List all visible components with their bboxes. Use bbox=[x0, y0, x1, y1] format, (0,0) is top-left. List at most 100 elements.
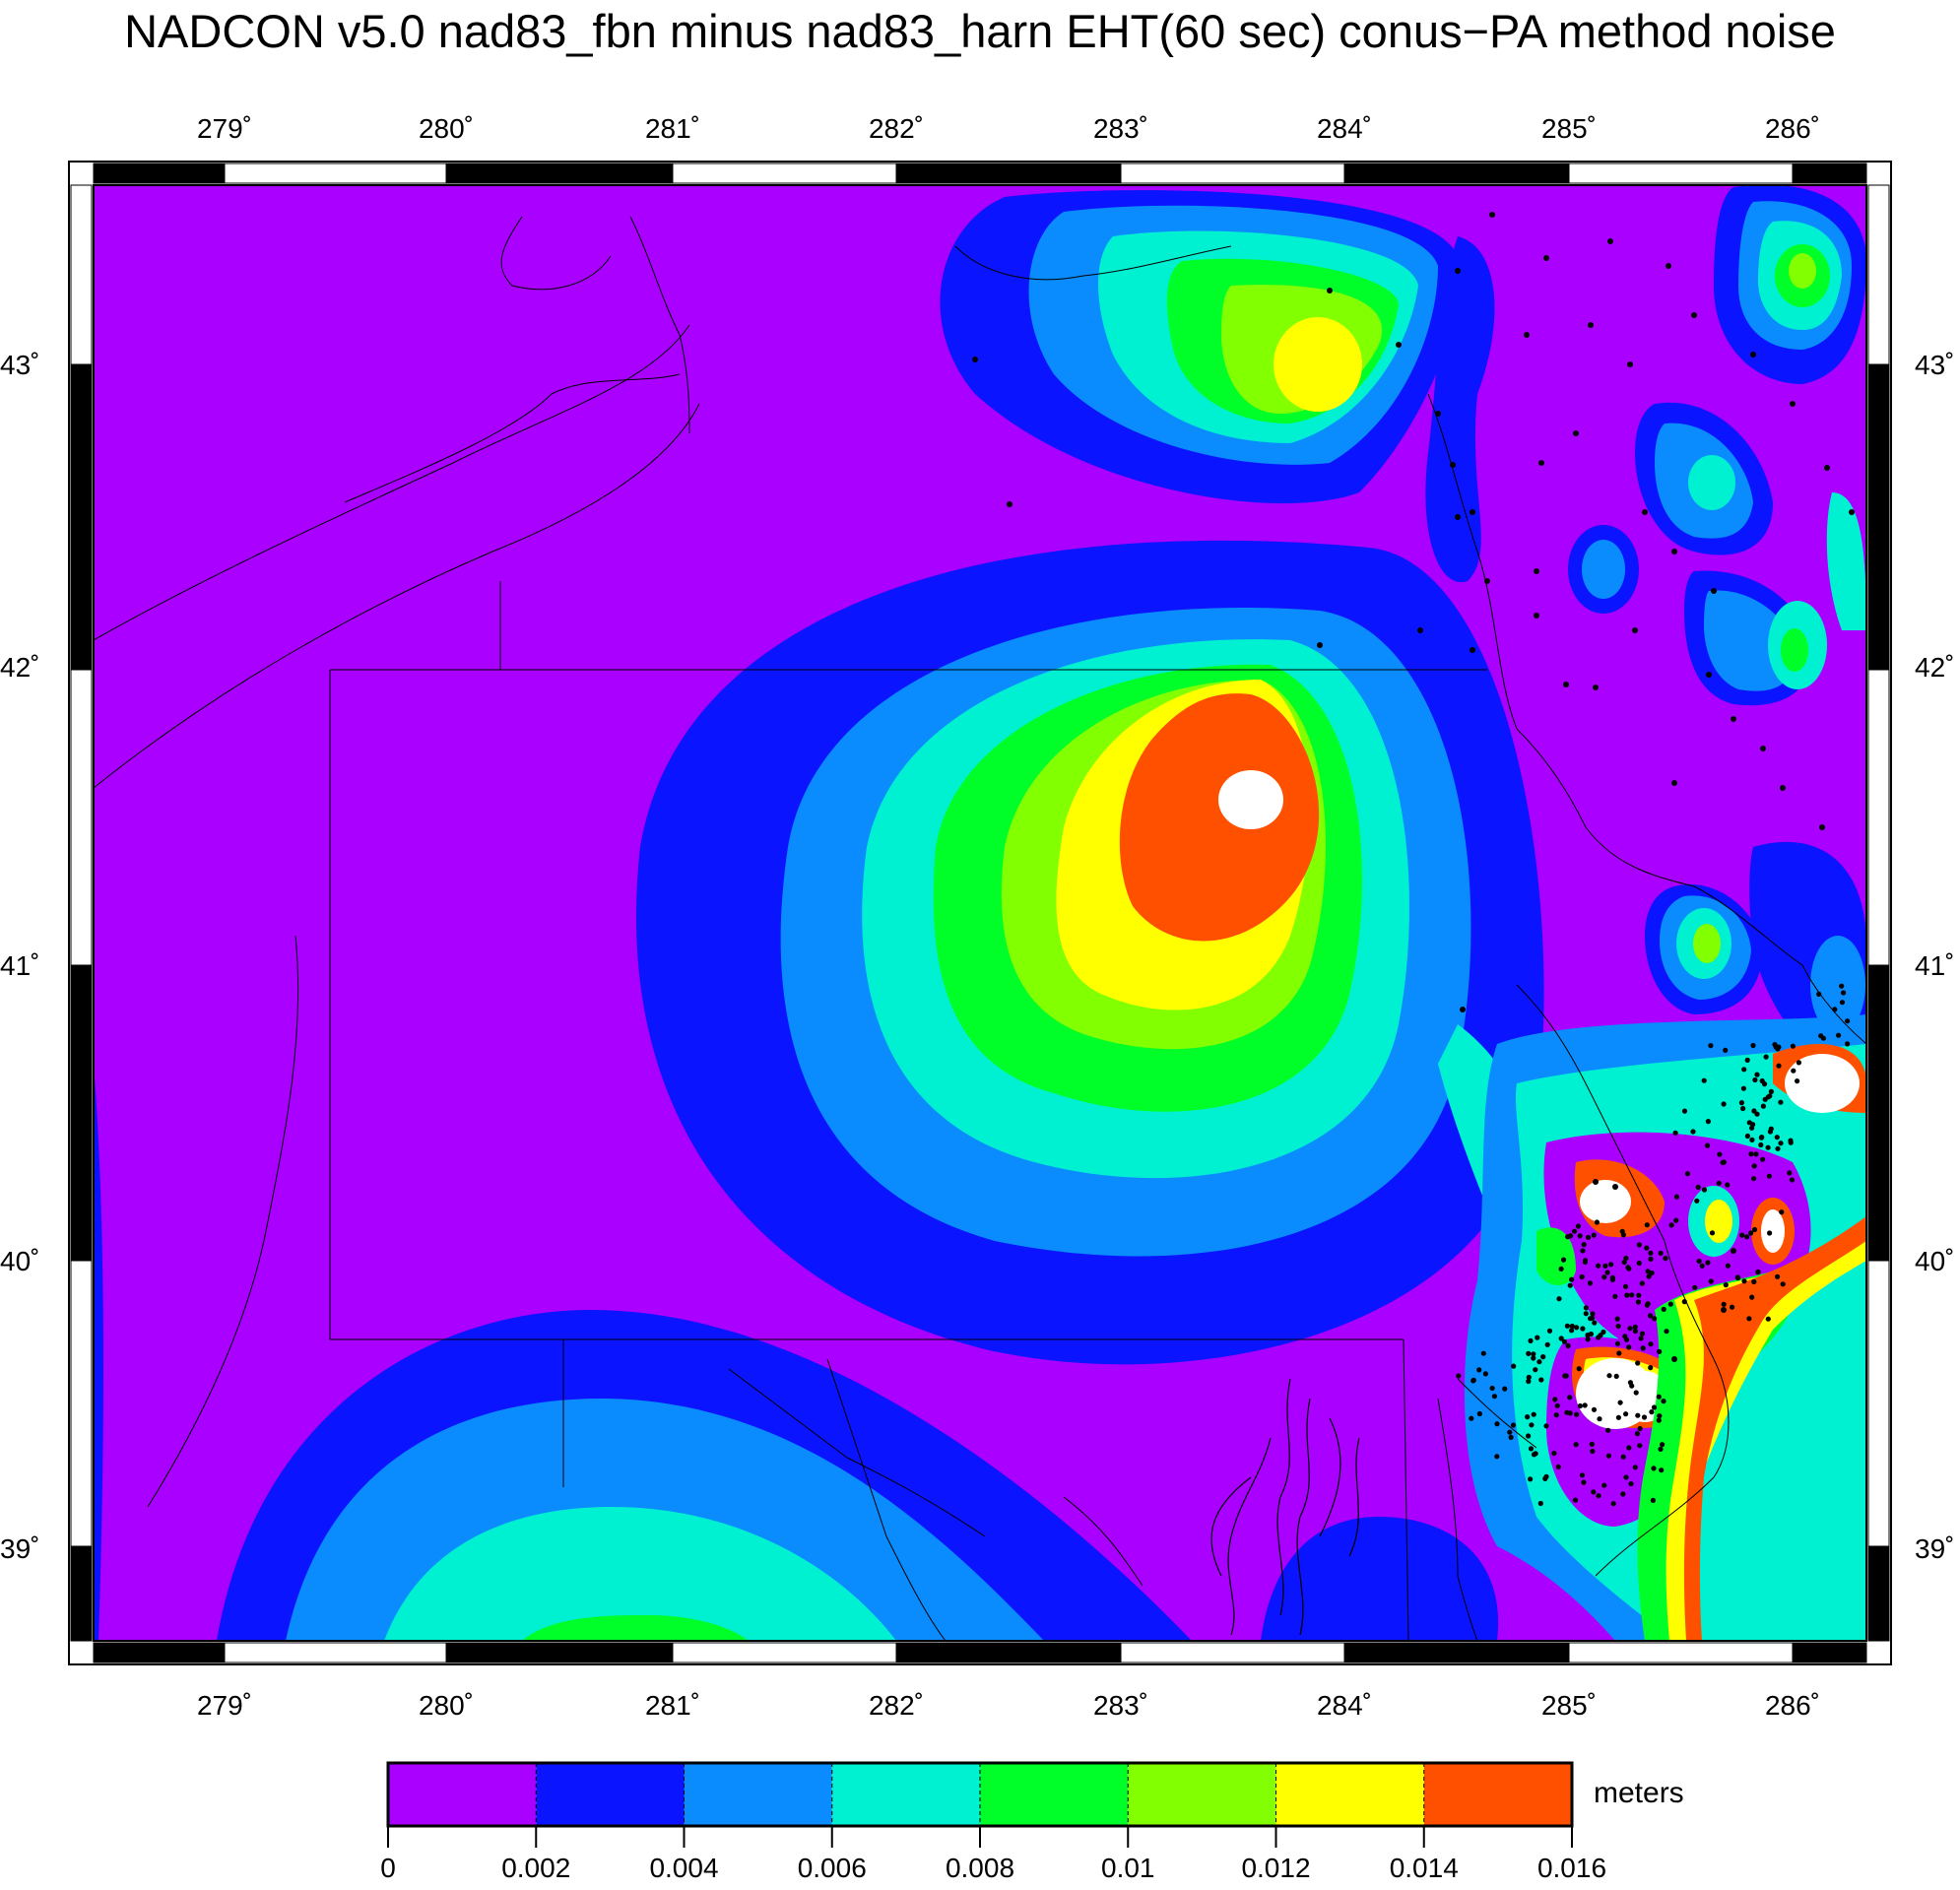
frame-bar-bottom bbox=[672, 1642, 897, 1663]
lon-tick-label: 284˚ bbox=[1317, 1690, 1372, 1721]
station-dot bbox=[1620, 1232, 1626, 1238]
station-dot bbox=[1526, 1374, 1532, 1381]
station-dot bbox=[1528, 1476, 1534, 1482]
station-dot bbox=[1555, 1464, 1561, 1469]
station-dot bbox=[1657, 1413, 1663, 1419]
frame-bar-top bbox=[672, 163, 897, 184]
colorbar-swatch bbox=[536, 1763, 685, 1826]
station-dot bbox=[1671, 1356, 1677, 1362]
station-dot bbox=[1605, 1453, 1611, 1459]
station-dot bbox=[1601, 1482, 1607, 1488]
station-dot bbox=[1626, 1344, 1632, 1350]
station-dot bbox=[1569, 1323, 1575, 1330]
station-dot bbox=[1706, 672, 1712, 678]
station-dot bbox=[1533, 1367, 1538, 1373]
lon-tick-label: 279˚ bbox=[197, 113, 252, 144]
lat-tick-label: 39˚ bbox=[1915, 1533, 1954, 1564]
station-dot bbox=[1626, 1266, 1632, 1271]
station-dot bbox=[1621, 1259, 1627, 1266]
station-dot bbox=[1739, 1232, 1745, 1238]
station-dot bbox=[1754, 1072, 1760, 1077]
station-dot bbox=[1721, 1307, 1727, 1313]
station-dot bbox=[1596, 1493, 1601, 1499]
lon-tick-label: 280˚ bbox=[419, 113, 474, 144]
station-dot bbox=[1502, 1386, 1508, 1392]
frame-bar-top bbox=[1343, 163, 1570, 184]
station-dot bbox=[1753, 1151, 1759, 1157]
station-dot bbox=[1585, 1336, 1591, 1342]
station-dot bbox=[1639, 1280, 1645, 1286]
station-dot bbox=[1623, 1336, 1630, 1342]
station-dot bbox=[1450, 462, 1456, 468]
station-dot bbox=[1569, 1328, 1575, 1334]
station-dot bbox=[1754, 1111, 1760, 1117]
station-dot bbox=[1639, 1331, 1646, 1336]
station-dot bbox=[1790, 401, 1796, 407]
map-title: NADCON v5.0 nad83_fbn minus nad83_harn E… bbox=[124, 5, 1836, 57]
colorbar-swatch bbox=[831, 1763, 981, 1826]
station-dot bbox=[1659, 1467, 1665, 1473]
station-dot bbox=[1607, 238, 1613, 244]
lon-tick-label: 282˚ bbox=[869, 113, 924, 144]
station-dot bbox=[1526, 1433, 1532, 1439]
station-dot bbox=[1587, 1280, 1594, 1286]
frame-bar-top bbox=[1568, 163, 1794, 184]
colorbar-swatch bbox=[1128, 1763, 1276, 1826]
station-dot bbox=[1543, 1423, 1549, 1429]
station-dot bbox=[1656, 1394, 1662, 1400]
station-dot bbox=[1526, 1378, 1532, 1385]
station-dot bbox=[1577, 1233, 1583, 1239]
station-dot bbox=[1673, 1217, 1679, 1223]
station-dot bbox=[1723, 1047, 1729, 1053]
station-dot bbox=[1627, 361, 1633, 367]
station-dot bbox=[1816, 991, 1822, 998]
frame-bar-bottom bbox=[445, 1642, 674, 1663]
station-dot bbox=[1586, 1234, 1592, 1240]
lon-tick-label: 282˚ bbox=[869, 1690, 924, 1721]
station-dot bbox=[1839, 983, 1845, 989]
station-dot bbox=[1642, 509, 1648, 515]
station-dot bbox=[1568, 1233, 1574, 1239]
station-dot bbox=[1507, 1429, 1513, 1435]
lon-tick-label: 280˚ bbox=[419, 1690, 474, 1721]
station-dot bbox=[1525, 1414, 1531, 1420]
station-dot bbox=[1605, 1427, 1611, 1433]
frame-bar-left bbox=[70, 1260, 93, 1547]
station-dot bbox=[1608, 1262, 1614, 1268]
station-dot bbox=[1615, 1414, 1621, 1420]
station-dot bbox=[1609, 1276, 1615, 1282]
station-dot bbox=[1744, 1234, 1750, 1240]
station-dot bbox=[1708, 1043, 1714, 1049]
frame-bar-bottom bbox=[224, 1642, 447, 1663]
lat-tick-label: 42˚ bbox=[0, 652, 39, 683]
station-dot bbox=[1752, 1076, 1758, 1083]
station-dot bbox=[1484, 578, 1490, 584]
station-dot bbox=[1701, 1077, 1707, 1083]
station-dot bbox=[1534, 613, 1539, 619]
station-dot bbox=[1780, 1281, 1786, 1287]
station-dot bbox=[1750, 1042, 1756, 1049]
station-dot bbox=[1574, 1411, 1580, 1417]
station-dot bbox=[1489, 212, 1495, 218]
station-dot bbox=[1759, 1077, 1765, 1084]
station-dot bbox=[1511, 1363, 1517, 1369]
station-dot bbox=[1629, 1292, 1635, 1298]
station-dot bbox=[1582, 1259, 1588, 1265]
station-dot bbox=[1612, 1293, 1618, 1299]
station-dot bbox=[1575, 1223, 1581, 1229]
station-dot bbox=[1593, 684, 1599, 690]
station-dot bbox=[1681, 1299, 1687, 1305]
station-dot bbox=[1470, 509, 1475, 515]
frame-bar-top bbox=[93, 163, 226, 184]
station-dot bbox=[1469, 1415, 1474, 1421]
south-bay-contour bbox=[1261, 1517, 1499, 1641]
station-dot bbox=[1494, 1454, 1500, 1460]
station-dot bbox=[1327, 288, 1333, 293]
station-dot bbox=[1529, 1422, 1535, 1428]
station-dot bbox=[1765, 1316, 1771, 1322]
station-dot bbox=[1627, 1326, 1633, 1332]
station-dot bbox=[1748, 1230, 1754, 1236]
station-dot bbox=[1629, 1383, 1635, 1389]
station-dot bbox=[1594, 1219, 1600, 1225]
station-dot bbox=[1635, 1412, 1641, 1418]
